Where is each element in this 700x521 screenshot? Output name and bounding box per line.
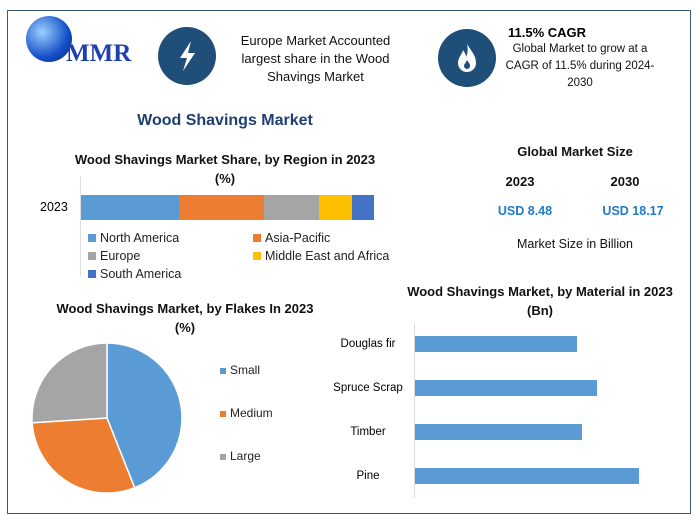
material-bar [415,468,639,484]
globe-icon [26,16,72,62]
flakes-pie-chart [31,342,183,494]
region-segment-middle-east-and-africa [318,195,352,220]
legend-swatch [220,411,226,417]
market-size-title: Global Market Size [517,144,633,159]
legend-label: Middle East and Africa [265,249,390,263]
legend-item: Europe [88,249,140,263]
legend-swatch [88,252,96,260]
region-y-axis [80,176,81,276]
legend-item: Middle East and Africa [253,249,389,263]
year-2030: 2030 [610,174,640,189]
legend-label: Large [230,449,261,463]
region-segment-asia-pacific [178,195,264,220]
legend-label: Asia-Pacific [265,231,331,245]
value-2030: USD 18.17 [602,204,664,218]
material-bar [415,424,582,440]
material-y-axis [414,323,415,498]
region-segment-north-america [81,195,179,220]
pie-legend-item: Small [220,363,260,377]
legend-swatch [88,234,96,242]
logo-text: MMR [66,40,132,67]
pie-slice-small [106,342,183,489]
pie-slice-medium [31,417,136,494]
pie-legend-item: Medium [220,406,273,420]
material-label: Spruce Scrap [333,382,403,394]
legend-label: Medium [230,406,273,420]
legend-swatch [220,454,226,460]
year-2023: 2023 [505,174,535,189]
region-segment-south-america [352,195,374,220]
legend-item: South America [88,267,181,281]
frame [7,10,691,514]
legend-item: Asia-Pacific [253,231,330,245]
material-label: Douglas fir [340,338,396,350]
flame-icon [438,29,496,87]
material-label: Pine [356,470,380,482]
region-category-label: 2023 [40,200,68,214]
legend-label: Europe [100,249,141,263]
region-segment-europe [263,195,319,220]
legend-item: North America [88,231,179,245]
highlight-text: Europe Market Accounted largest share in… [240,33,391,84]
legend-label: North America [100,231,180,245]
material-label: Timber [350,426,386,438]
legend-label: South America [100,267,182,281]
pie-legend-item: Large [220,449,261,463]
material-bar [415,336,577,352]
legend-swatch [220,368,226,374]
material-chart-title: Wood Shavings Market, by Material in 202… [407,284,673,318]
lightning-icon [158,27,216,85]
cagr-title: 11.5% CAGR [508,25,587,40]
value-2023: USD 8.48 [497,204,553,218]
legend-swatch [88,270,96,278]
legend-swatch [253,234,261,242]
material-bar [415,380,597,396]
region-chart-title: Wood Shavings Market Share, by Region in… [74,152,376,186]
region-stacked-bar [81,195,374,220]
legend-swatch [253,252,261,260]
legend-label: Small [230,363,261,377]
mmr-logo: MMR [18,14,143,74]
pie-slice-large [31,342,108,424]
unit-note: Market Size in Billion [516,237,633,251]
flakes-chart-title: Wood Shavings Market, by Flakes In 2023 … [56,301,314,335]
cagr-text: Global Market to grow at a CAGR of 11.5%… [505,43,655,89]
main-title: Wood Shavings Market [137,112,313,129]
